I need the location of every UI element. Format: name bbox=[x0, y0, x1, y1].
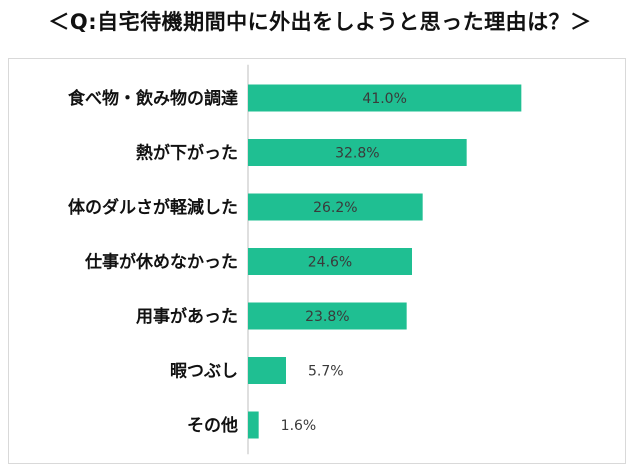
bar bbox=[248, 248, 412, 275]
data-label: 23.8% bbox=[305, 309, 349, 325]
category-label: 用事があった bbox=[136, 306, 238, 327]
chart-title: ＜Q:自宅待機期間中に外出をしようと思った理由は？＞ bbox=[48, 10, 592, 34]
bar bbox=[248, 357, 286, 384]
data-label: 41.0% bbox=[362, 91, 406, 107]
category-label: 食べ物・飲み物の調達 bbox=[68, 88, 238, 109]
bar bbox=[248, 139, 467, 166]
bar bbox=[248, 193, 423, 221]
data-label: 5.7% bbox=[308, 364, 344, 380]
category-label: 暇つぶし bbox=[170, 362, 238, 382]
bar bbox=[248, 84, 522, 112]
category-label: 体のダルさが軽減した bbox=[68, 197, 238, 218]
data-label: 26.2% bbox=[313, 200, 357, 216]
bar bbox=[248, 411, 259, 439]
bar bbox=[248, 302, 407, 330]
data-label: 24.6% bbox=[308, 255, 352, 271]
category-label: その他 bbox=[187, 415, 238, 436]
category-label: 仕事が休めなかった bbox=[84, 252, 238, 273]
category-label: 熱が下がった bbox=[136, 143, 238, 164]
data-label: 1.6% bbox=[281, 418, 317, 434]
data-label: 32.8% bbox=[335, 146, 379, 162]
